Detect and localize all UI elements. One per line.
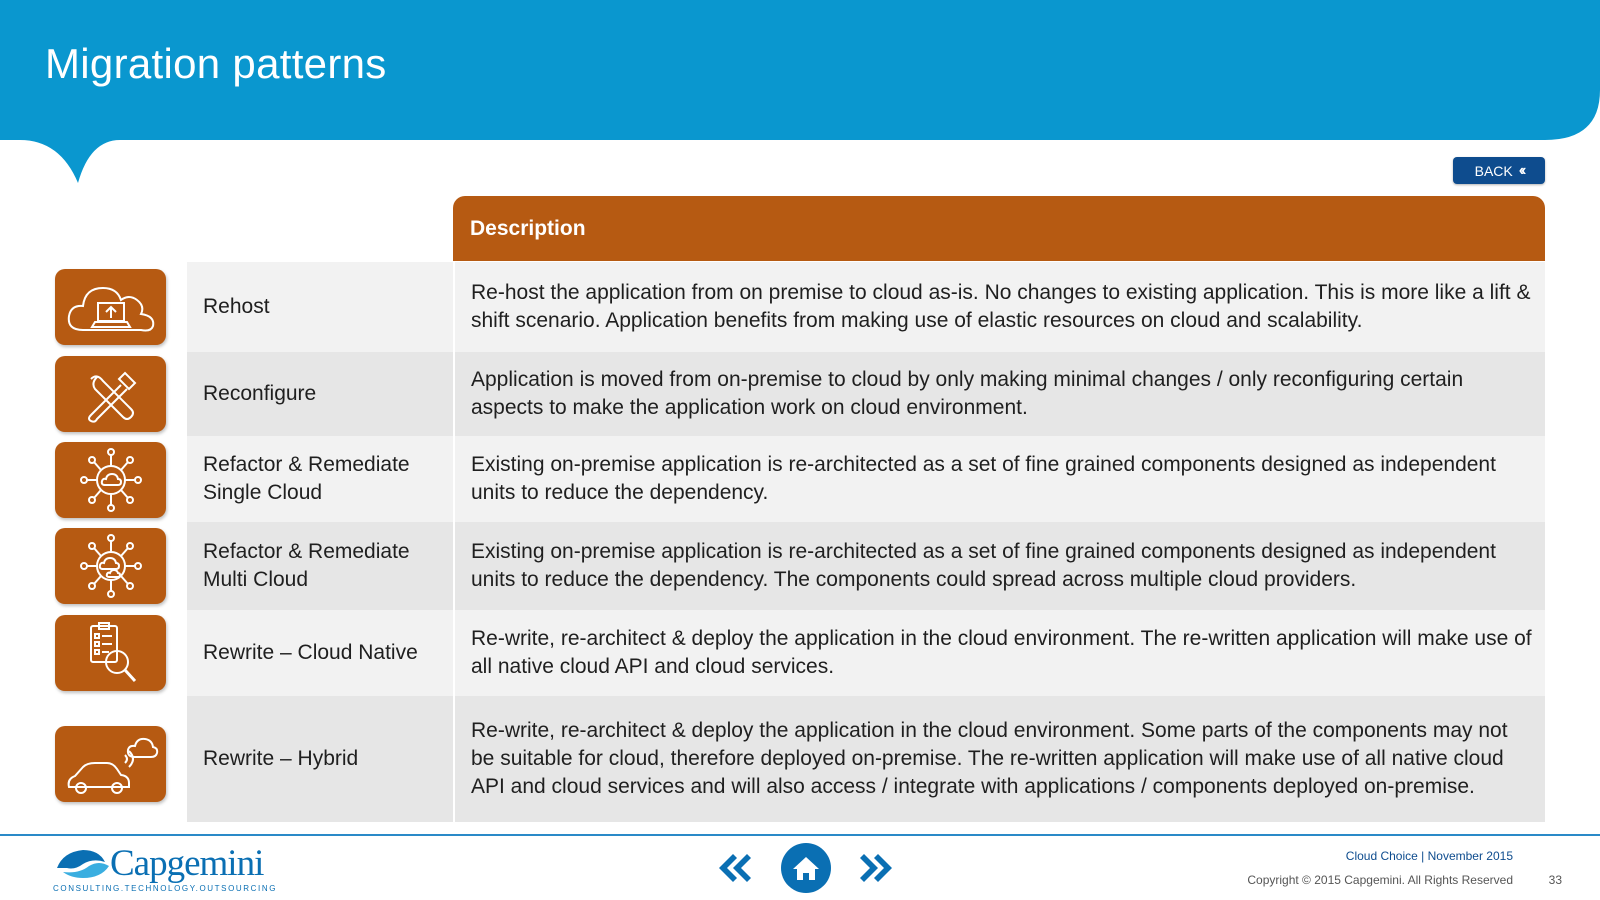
home-icon	[793, 857, 819, 880]
previous-slide-button[interactable]	[715, 850, 753, 886]
checklist-search-icon	[55, 615, 166, 691]
pattern-description: Application is moved from on-premise to …	[471, 368, 1464, 419]
pattern-name: Rewrite – Hybrid	[203, 747, 359, 770]
multi-cloud-network-icon	[55, 528, 166, 604]
logo-wordmark: Capgemini	[110, 843, 264, 884]
capgemini-spade-logo-icon	[57, 850, 109, 878]
pattern-description: Existing on-premise application is re-ar…	[471, 540, 1496, 591]
pattern-description: Re-write, re-architect & deploy the appl…	[471, 627, 1532, 678]
tools-icon	[55, 356, 166, 432]
pattern-name: Rehost	[203, 295, 270, 318]
back-button[interactable]: BACK ‹‹	[1453, 157, 1545, 184]
description-column-header: Description	[453, 196, 1545, 261]
logo-tagline: CONSULTING.TECHNOLOGY.OUTSOURCING	[53, 884, 278, 893]
pattern-description: Re-write, re-architect & deploy the appl…	[471, 719, 1508, 798]
car-cloud-icon	[55, 726, 166, 802]
pattern-name: Reconfigure	[203, 382, 317, 405]
table-row: Reconfigure Application is moved from on…	[187, 352, 1545, 436]
table-row: Rehost Re-host the application from on p…	[187, 262, 1545, 352]
next-slide-button[interactable]	[858, 850, 896, 886]
page-number: 33	[1548, 873, 1562, 887]
table-row: Refactor & Remediate Single Cloud Existi…	[187, 436, 1545, 522]
double-chevron-left-icon: ‹‹	[1518, 161, 1526, 179]
pattern-name: Refactor & Remediate Single Cloud	[203, 453, 410, 504]
table-row: Rewrite – Cloud Native Re-write, re-arch…	[187, 610, 1545, 696]
header-banner	[0, 0, 1600, 183]
page-title: Migration patterns	[45, 40, 387, 87]
back-button-label: BACK	[1474, 162, 1513, 179]
table-row: Rewrite – Hybrid Re-write, re-architect …	[187, 696, 1545, 822]
cloud-upload-laptop-icon	[55, 269, 166, 345]
footer-divider	[0, 834, 1600, 836]
footer-deck-info: Cloud Choice | November 2015	[1345, 849, 1513, 863]
home-button[interactable]	[781, 843, 831, 893]
pattern-description: Re-host the application from on premise …	[471, 281, 1531, 332]
pattern-name: Rewrite – Cloud Native	[203, 641, 418, 664]
table-row: Refactor & Remediate Multi Cloud Existin…	[187, 522, 1545, 610]
pattern-description: Existing on-premise application is re-ar…	[471, 453, 1496, 504]
cloud-network-icon	[55, 442, 166, 518]
pattern-name: Refactor & Remediate Multi Cloud	[203, 540, 410, 591]
footer-copyright: Copyright © 2015 Capgemini. All Rights R…	[1247, 873, 1513, 887]
